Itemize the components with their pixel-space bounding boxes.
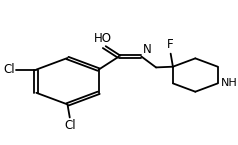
Text: F: F (167, 38, 174, 51)
Text: HO: HO (94, 31, 112, 45)
Text: N: N (143, 43, 151, 56)
Text: Cl: Cl (64, 119, 75, 132)
Text: Cl: Cl (3, 63, 15, 76)
Text: NH: NH (220, 78, 237, 88)
